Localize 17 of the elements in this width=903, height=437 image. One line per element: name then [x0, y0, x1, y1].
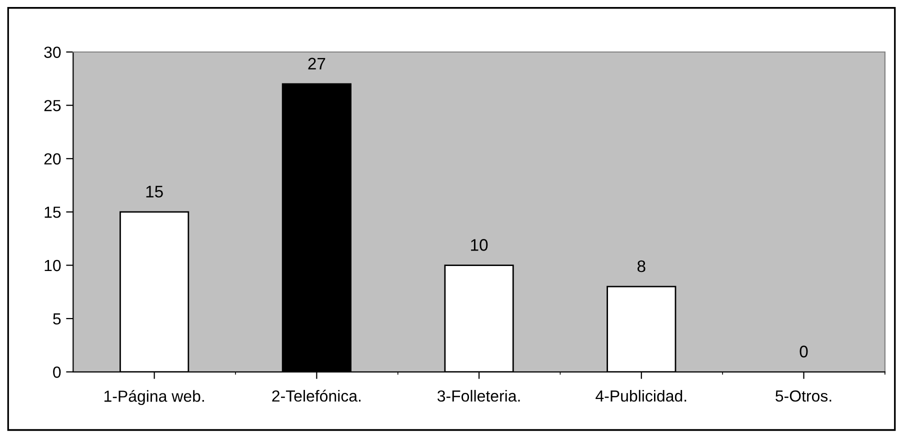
data-label: 27 [308, 58, 326, 70]
y-tick-label: 20 [44, 153, 61, 165]
y-tick-label: 10 [44, 260, 61, 272]
x-tick-label: 2-Telefónica. [272, 390, 361, 402]
data-label: 15 [146, 186, 163, 198]
y-tick-label: 25 [44, 100, 61, 112]
x-tick-label: 1-Página web. [104, 390, 204, 406]
data-label: 10 [471, 239, 488, 251]
data-label: 8 [637, 260, 646, 272]
y-tick-label: 5 [53, 313, 61, 325]
x-tick-label: 5-Otros. [776, 390, 832, 402]
y-tick-label: 0 [53, 366, 61, 378]
data-label: 0 [800, 346, 808, 358]
y-tick-label: 15 [44, 206, 61, 218]
y-tick-label: 30 [44, 46, 61, 58]
x-tick-label: 4-Publicidad. [596, 390, 686, 402]
x-tick-label: 3-Folleteria. [437, 390, 520, 402]
